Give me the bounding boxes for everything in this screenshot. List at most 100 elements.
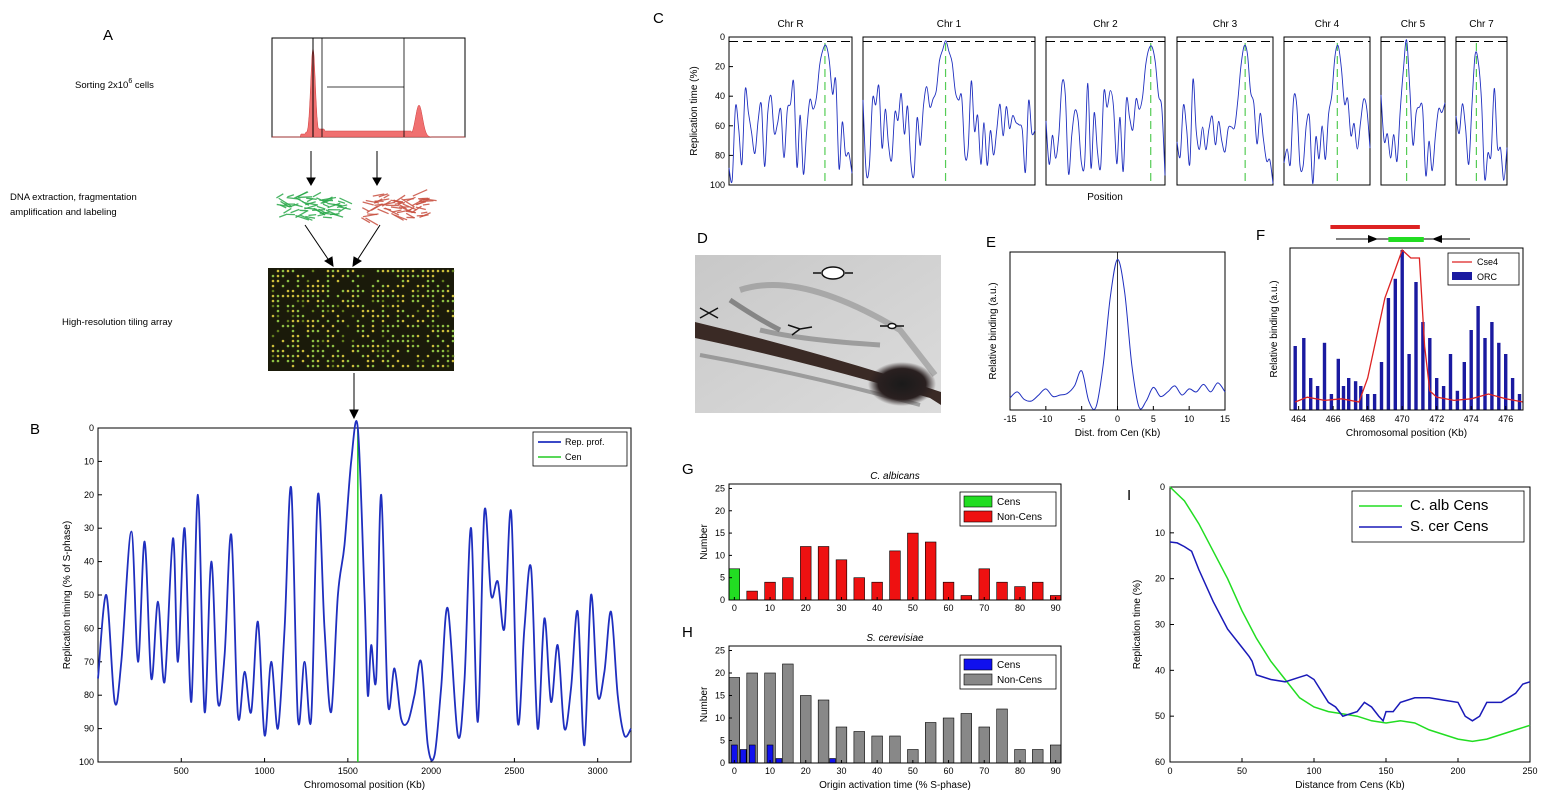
dna-strand (313, 207, 326, 216)
array-spot (381, 299, 385, 303)
array-spot (396, 299, 400, 303)
array-spot (371, 349, 375, 353)
array-spot (331, 324, 335, 328)
array-spot (381, 319, 385, 323)
array-spot (416, 284, 420, 288)
array-spot (316, 299, 320, 303)
e-xlabel: Dist. from Cen (Kb) (1075, 428, 1161, 439)
array-spot (276, 349, 280, 353)
array-spot (436, 284, 440, 288)
c-replication-profile-line (1045, 45, 1166, 176)
array-spot (401, 284, 405, 288)
e-xtick-label: 5 (1151, 414, 1156, 424)
f-ylabel: Relative binding (a.u.) (1269, 280, 1280, 377)
array-spot (326, 269, 330, 273)
c-chromosome-title: Chr 4 (1315, 19, 1340, 30)
dna-strand (418, 200, 434, 203)
array-spot (451, 269, 455, 273)
array-spot (271, 289, 275, 293)
array-spot (296, 314, 300, 318)
array-spot (301, 304, 305, 308)
panel-g-noncens-bar (978, 568, 990, 601)
dna-strand (406, 196, 416, 202)
c-ytick-label: 40 (715, 91, 725, 101)
array-spot (311, 349, 315, 353)
dna-strand (361, 207, 370, 212)
array-spot (411, 289, 415, 293)
dna-strand (283, 207, 292, 214)
dna-strand (280, 200, 290, 208)
dna-strand (300, 214, 313, 221)
array-spot (451, 329, 455, 333)
array-spot (346, 289, 350, 293)
f-cse4-line (1294, 248, 1524, 403)
array-spot (361, 314, 365, 318)
dna-strand (318, 208, 326, 214)
f-orc-bar (1347, 378, 1351, 410)
array-spot (446, 344, 450, 348)
dna-strand (295, 210, 308, 219)
panel-h-noncens-bar (800, 695, 812, 764)
panel-h-xtick-label: 40 (872, 766, 882, 776)
array-spot (276, 269, 280, 273)
array-spot (361, 334, 365, 338)
array-spot (321, 309, 325, 313)
array-spot (276, 329, 280, 333)
array-spot (406, 364, 410, 368)
array-spot (406, 349, 410, 353)
array-spot (316, 349, 320, 353)
panel-g-ytick-label: 0 (720, 595, 725, 605)
panel-g-legend-label-cens: Cens (997, 497, 1020, 508)
i-legend-box (1351, 490, 1525, 543)
c-chromosome-title: Chr 1 (937, 19, 962, 30)
array-spot (326, 319, 330, 323)
b-ytick-label: 70 (84, 657, 94, 667)
dna-strand (339, 197, 353, 205)
array-spot (381, 289, 385, 293)
array-spot (351, 349, 355, 353)
panel-h-xtick-label: 50 (908, 766, 918, 776)
array-spot (276, 304, 280, 308)
array-spot (336, 349, 340, 353)
array-spot (431, 279, 435, 283)
e-xtick-label: -15 (1003, 414, 1016, 424)
array-spot (311, 309, 315, 313)
b-ytick-label: 20 (84, 490, 94, 500)
dna-strand (419, 212, 431, 218)
dna-strand (312, 191, 322, 198)
step-dna-extraction-label-2: amplification and labeling (10, 207, 117, 218)
array-spot (311, 289, 315, 293)
i-xtick-label: 250 (1522, 766, 1537, 776)
dna-strand (402, 203, 417, 211)
dna-strand (373, 198, 383, 204)
array-spot (396, 319, 400, 323)
array-spot (356, 274, 360, 278)
f-orc-bar (1510, 378, 1515, 410)
dna-strand (361, 217, 371, 224)
array-spot (436, 334, 440, 338)
f-xlabel: Chromosomal position (Kb) (1346, 428, 1467, 439)
array-spot (376, 279, 380, 283)
panel-h-xtick-label: 90 (1051, 766, 1061, 776)
panel-h-cens-bar (748, 744, 756, 764)
panel-letter-e: E (986, 234, 996, 251)
array-spot (411, 294, 415, 298)
f-orc-bar (1393, 278, 1397, 410)
array-spot (441, 279, 445, 283)
array-spot (431, 319, 435, 323)
array-spot (346, 359, 350, 363)
array-spot (411, 314, 415, 318)
array-spot (276, 274, 280, 278)
panel-g-legend-label-noncens: Non-Cens (997, 512, 1042, 523)
array-spot (391, 354, 395, 358)
panel-h-noncens-bar (782, 663, 794, 764)
array-spot (381, 309, 385, 313)
array-spot (376, 269, 380, 273)
dna-strand (287, 194, 295, 198)
array-spot (436, 344, 440, 348)
b-xtick-label: 1500 (338, 766, 358, 776)
array-spot (321, 354, 325, 358)
dna-strand (334, 213, 344, 218)
array-spot (421, 269, 425, 273)
array-spot (291, 309, 295, 313)
